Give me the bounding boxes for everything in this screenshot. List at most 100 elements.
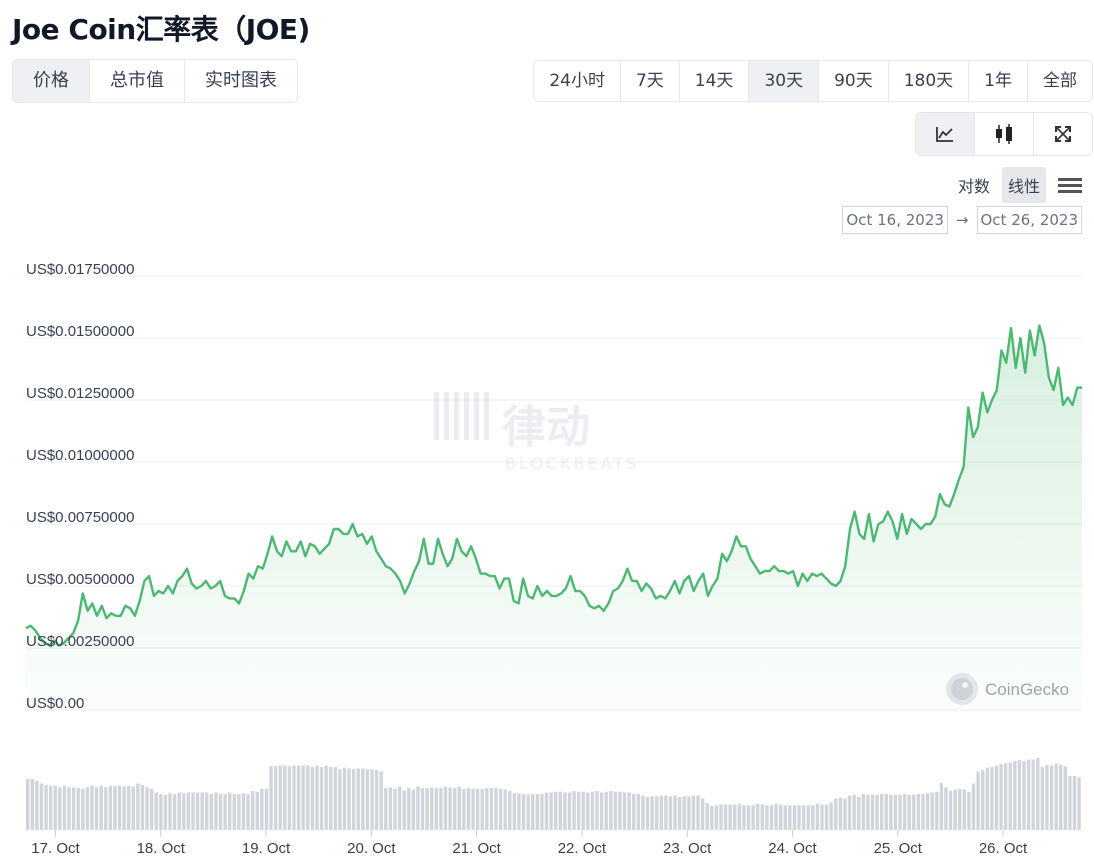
log-scale-option[interactable]: 对数 bbox=[957, 177, 990, 196]
watermark-sub: BLOCKBEATS bbox=[505, 454, 639, 473]
volume-bar bbox=[636, 794, 641, 830]
linear-scale-option[interactable]: 线性 bbox=[1001, 167, 1046, 203]
volume-bar bbox=[218, 794, 223, 830]
volume-bar bbox=[71, 787, 76, 830]
volume-bar bbox=[393, 788, 397, 830]
x-tick-label: 25. Oct bbox=[874, 840, 923, 857]
date-range: Oct 16, 2023 → Oct 26, 2023 bbox=[842, 206, 1082, 234]
volume-bar bbox=[788, 805, 792, 830]
volume-bar bbox=[214, 792, 218, 830]
volume-bar bbox=[145, 787, 149, 830]
volume-bar bbox=[319, 767, 324, 830]
volume-bar bbox=[324, 765, 328, 830]
volume-bar bbox=[1036, 758, 1040, 830]
price-chart[interactable]: 律动 BLOCKBEATS US$0.01750000 US$0.01500000… bbox=[0, 240, 1094, 868]
volume-bar bbox=[117, 785, 122, 830]
volume-bar bbox=[1031, 759, 1035, 830]
volume-bar bbox=[310, 767, 315, 830]
volume-bar bbox=[1017, 760, 1022, 830]
volume-bar bbox=[1040, 767, 1045, 830]
volume-bar bbox=[540, 794, 544, 830]
volume-bar bbox=[498, 788, 503, 830]
volume-bar bbox=[67, 787, 71, 830]
volume-bar bbox=[944, 787, 948, 830]
volume-bar bbox=[820, 804, 824, 830]
volume-bar bbox=[1049, 765, 1054, 830]
volume-bar bbox=[930, 792, 934, 830]
volume-bar bbox=[90, 785, 94, 830]
volume-bar bbox=[127, 785, 131, 830]
date-to-input[interactable]: Oct 26, 2023 bbox=[976, 206, 1082, 234]
range-180d-button[interactable]: 180天 bbox=[888, 61, 970, 101]
tab-live-chart[interactable]: 实时图表 bbox=[185, 60, 297, 102]
volume-bar bbox=[595, 791, 599, 830]
volume-bar bbox=[402, 790, 406, 830]
volume-bar bbox=[195, 792, 200, 830]
volume-bar bbox=[1077, 777, 1081, 830]
range-all-button[interactable]: 全部 bbox=[1028, 61, 1092, 101]
expand-icon bbox=[1055, 126, 1071, 142]
tab-market-cap[interactable]: 总市值 bbox=[90, 60, 185, 102]
volume-bar bbox=[94, 787, 99, 830]
volume-bar bbox=[306, 765, 310, 830]
volume-bar bbox=[664, 795, 668, 830]
candlestick-button[interactable] bbox=[975, 113, 1034, 155]
volume-bar bbox=[811, 805, 815, 830]
volume-bar bbox=[347, 768, 351, 830]
volume-bar bbox=[448, 787, 452, 830]
volume-bar bbox=[632, 794, 636, 830]
range-30d-button[interactable]: 30天 bbox=[749, 61, 820, 101]
tab-price[interactable]: 价格 bbox=[13, 60, 90, 102]
volume-bar bbox=[462, 788, 466, 830]
volume-bar bbox=[861, 794, 866, 830]
volume-bar bbox=[554, 791, 558, 830]
line-chart-button[interactable] bbox=[916, 113, 975, 155]
volume-bar bbox=[168, 793, 172, 830]
volume-bar bbox=[939, 782, 944, 830]
volume-bar bbox=[292, 765, 296, 830]
volume-bar bbox=[508, 791, 512, 830]
volume-bar bbox=[889, 794, 893, 830]
volume-bar bbox=[232, 794, 236, 830]
volume-bar bbox=[994, 765, 999, 830]
range-1y-button[interactable]: 1年 bbox=[969, 61, 1028, 101]
menu-icon[interactable] bbox=[1058, 177, 1082, 193]
expand-button[interactable] bbox=[1034, 113, 1092, 155]
price-area-fill bbox=[26, 325, 1082, 710]
volume-bar bbox=[283, 765, 287, 830]
volume-bar bbox=[250, 791, 255, 830]
volume-bar bbox=[485, 788, 489, 830]
volume-bar bbox=[925, 793, 930, 830]
x-tick-label: 20. Oct bbox=[347, 840, 396, 857]
volume-bar bbox=[296, 765, 301, 830]
volume-bar bbox=[870, 794, 875, 830]
volume-bar bbox=[857, 797, 861, 830]
volume-bar bbox=[140, 785, 145, 830]
volume-bar bbox=[287, 766, 292, 830]
volume-bar bbox=[875, 794, 879, 830]
range-24h-button[interactable]: 24小时 bbox=[534, 61, 621, 101]
volume-bar bbox=[113, 785, 117, 830]
volume-bar bbox=[714, 805, 719, 830]
volume-bar bbox=[921, 794, 925, 830]
range-90d-button[interactable]: 90天 bbox=[819, 61, 889, 101]
volume-bar bbox=[351, 769, 356, 830]
volume-bar bbox=[333, 767, 338, 830]
volume-bar bbox=[48, 785, 53, 830]
volume-bar bbox=[935, 791, 939, 830]
volume-bar bbox=[269, 766, 273, 830]
volume-bar bbox=[558, 791, 562, 830]
volume-bar bbox=[81, 788, 85, 830]
volume-bar bbox=[668, 796, 673, 830]
volume-bar bbox=[958, 788, 962, 830]
volume-bar bbox=[26, 779, 30, 830]
volume-bar bbox=[494, 788, 498, 830]
date-from-input[interactable]: Oct 16, 2023 bbox=[842, 206, 948, 234]
range-7d-button[interactable]: 7天 bbox=[620, 61, 680, 101]
volume-bar bbox=[985, 767, 989, 830]
volume-bar bbox=[200, 792, 204, 830]
range-14d-button[interactable]: 14天 bbox=[679, 61, 750, 101]
volume-bar bbox=[416, 786, 420, 830]
volume-bar bbox=[847, 795, 852, 830]
page-title: Joe Coin汇率表（JOE) bbox=[12, 13, 310, 46]
